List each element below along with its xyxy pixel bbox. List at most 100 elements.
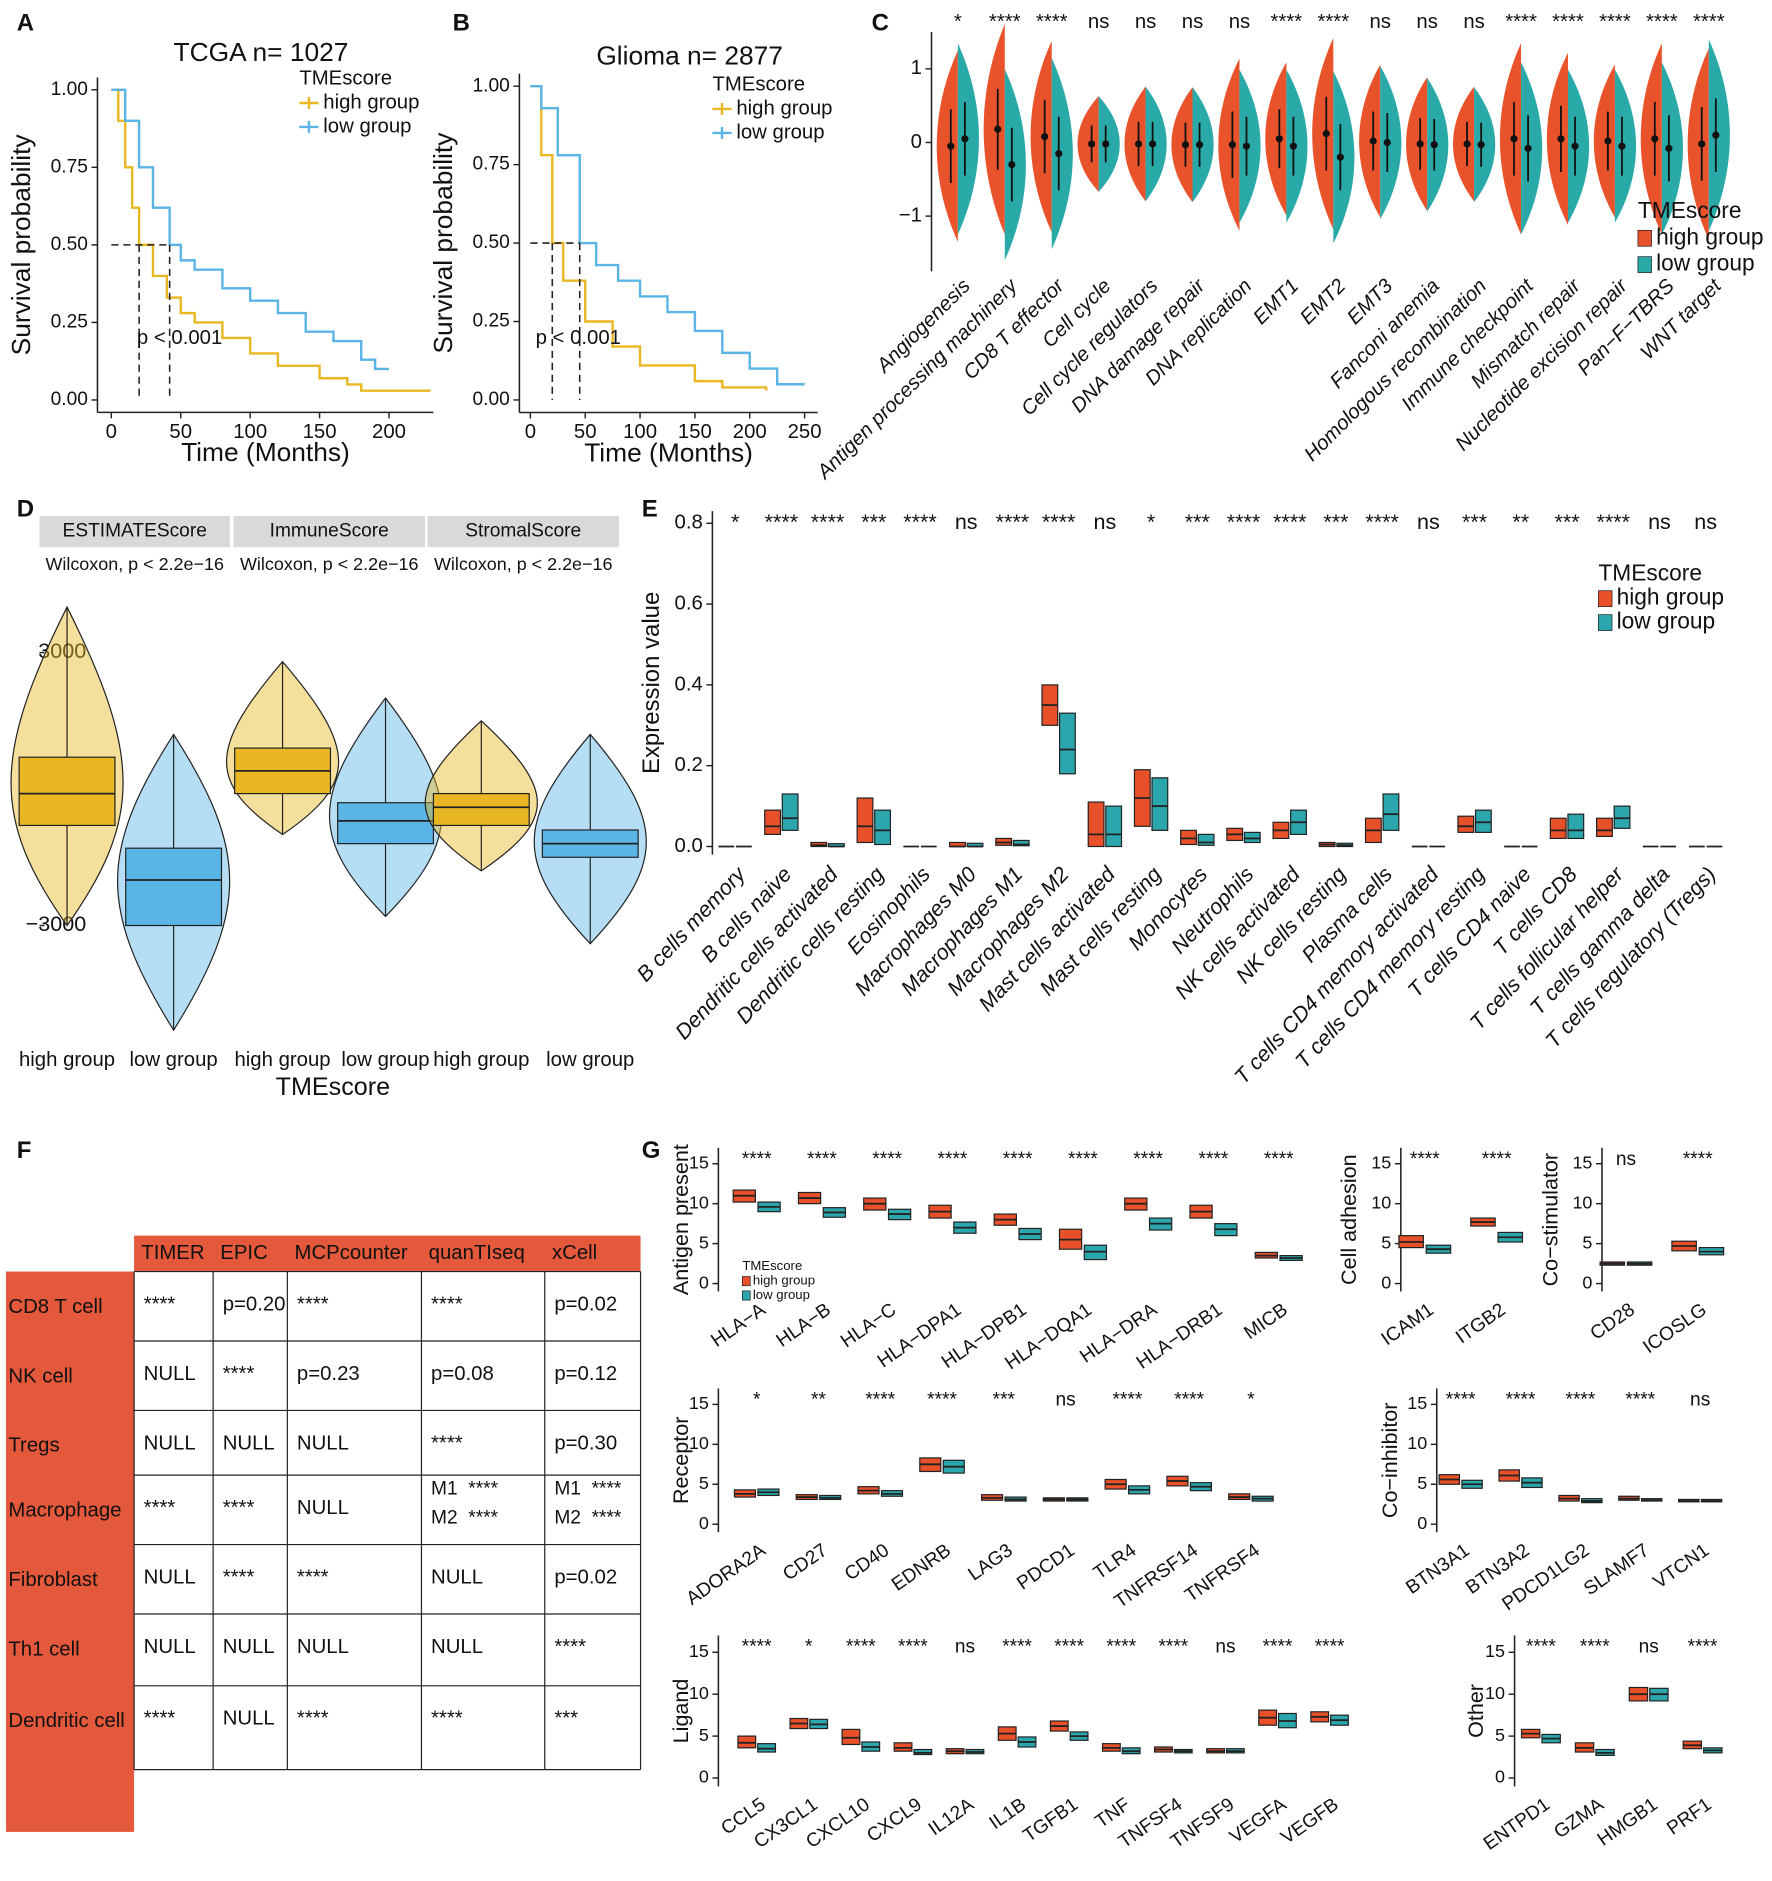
significance: **** <box>1552 11 1584 33</box>
table-cell: NULL <box>144 1363 196 1385</box>
column-header: xCell <box>552 1242 597 1264</box>
table-cell: NULL <box>223 1636 275 1658</box>
x-tick-label: 50 <box>574 421 597 443</box>
y-axis-label: Cell adhesion <box>1336 1154 1361 1285</box>
x-tick-label: PDCD1 <box>1013 1540 1078 1594</box>
box <box>1474 809 1492 833</box>
x-tick-label: ITGB2 <box>1452 1299 1509 1348</box>
x-tick-label: 50 <box>169 421 192 443</box>
mean-point <box>1242 142 1251 150</box>
x-tick-label: LAG3 <box>965 1540 1017 1585</box>
box <box>1197 833 1215 846</box>
table-cell: **** <box>144 1708 176 1730</box>
facet-strip <box>427 516 620 548</box>
x-tick-label: EMT2 <box>1296 275 1350 329</box>
x-tick-label: 100 <box>623 421 657 443</box>
significance: **** <box>1505 11 1537 33</box>
significance: **** <box>872 1149 902 1170</box>
x-tick-label: SLAMF7 <box>1580 1540 1653 1600</box>
box <box>856 797 874 844</box>
box <box>764 809 782 835</box>
y-axis-label: Co−inhibitor <box>1377 1403 1402 1519</box>
legend-label: high group <box>323 91 419 113</box>
significance: **** <box>898 1637 928 1658</box>
x-tick-label: 200 <box>372 421 406 443</box>
table-cell: M1 **** <box>554 1479 622 1500</box>
table-cell: **** <box>297 1708 329 1730</box>
legend-label: low group <box>1617 608 1716 634</box>
x-tick-label: MICB <box>1240 1299 1291 1344</box>
y-tick-label: 10 <box>1572 1192 1592 1212</box>
panel-letter: C <box>872 9 889 36</box>
box <box>18 756 116 827</box>
mean-point <box>1181 141 1190 149</box>
panel-letter: A <box>17 9 34 36</box>
legend-swatch <box>741 1290 751 1301</box>
y-tick-label: 15 <box>689 1393 709 1413</box>
significance: **** <box>1688 1637 1718 1658</box>
mean-point <box>1088 140 1096 148</box>
significance: **** <box>1271 11 1303 33</box>
row-label: Tregs <box>8 1435 59 1457</box>
mean-point <box>1510 135 1518 143</box>
significance: **** <box>938 1149 968 1170</box>
significance: **** <box>1199 1149 1229 1170</box>
significance: ** <box>811 1389 826 1410</box>
table-cell: p=0.30 <box>554 1432 617 1454</box>
y-tick-label: 0.75 <box>51 156 88 177</box>
x-tick-label: IL12A <box>925 1794 978 1840</box>
panel-letter: G <box>642 1137 661 1164</box>
y-tick-label: 15 <box>1407 1393 1427 1413</box>
y-tick-label: 0.25 <box>51 311 88 332</box>
y-tick-label: 10 <box>1371 1192 1391 1212</box>
box <box>1567 813 1585 840</box>
significance: ns <box>1690 1389 1710 1410</box>
x-tick-label: low group <box>546 1049 634 1071</box>
significance: ns <box>1616 1149 1636 1170</box>
y-tick-label: 15 <box>1572 1152 1592 1172</box>
facet-label: ImmuneScore <box>270 521 389 542</box>
legend-swatch <box>1637 229 1652 247</box>
y-tick-label: 10 <box>689 1192 709 1212</box>
survival-curve <box>111 88 389 371</box>
significance: ns <box>955 1637 975 1658</box>
legend-swatch <box>741 1276 751 1287</box>
y-tick-label: 0.50 <box>51 234 88 255</box>
x-tick-label: HLA−B <box>773 1299 835 1351</box>
y-tick-label: 0 <box>699 1272 709 1292</box>
y-tick-label: 10 <box>689 1683 709 1703</box>
x-tick-label: 200 <box>733 421 767 443</box>
y-tick-label: 0.00 <box>51 389 88 410</box>
significance: **** <box>1482 1149 1512 1170</box>
significance: **** <box>996 509 1030 534</box>
facet-label: ESTIMATEScore <box>63 521 207 542</box>
significance: **** <box>1566 1389 1596 1410</box>
legend-label: low group <box>753 1287 810 1302</box>
y-tick-label: −1 <box>899 204 922 226</box>
mean-point <box>1149 140 1157 148</box>
table-cell: p=0.02 <box>554 1293 617 1315</box>
mean-point <box>1134 140 1143 148</box>
mean-point <box>1463 140 1471 148</box>
significance: **** <box>1264 1149 1294 1170</box>
significance: **** <box>765 509 799 534</box>
significance: **** <box>1596 509 1630 534</box>
significance: ns <box>1088 11 1110 33</box>
y-tick-label: 5 <box>1495 1725 1505 1745</box>
significance: **** <box>742 1149 772 1170</box>
significance: ns <box>1369 11 1391 33</box>
y-tick-label: 10 <box>1407 1433 1427 1453</box>
significance: * <box>753 1389 761 1410</box>
significance: ns <box>1639 1637 1659 1658</box>
significance: ns <box>1648 509 1671 534</box>
significance: * <box>805 1637 813 1658</box>
y-tick-label: 1.00 <box>51 79 88 100</box>
significance: ns <box>1182 11 1204 33</box>
x-tick-label: 150 <box>303 421 337 443</box>
significance: **** <box>807 1149 837 1170</box>
mean-point <box>1228 141 1236 149</box>
y-tick-label: 5 <box>699 1473 709 1493</box>
significance: **** <box>865 1389 895 1410</box>
legend-title: TMEscore <box>1638 197 1742 223</box>
chart-title: TCGA n= 1027 <box>174 37 349 67</box>
